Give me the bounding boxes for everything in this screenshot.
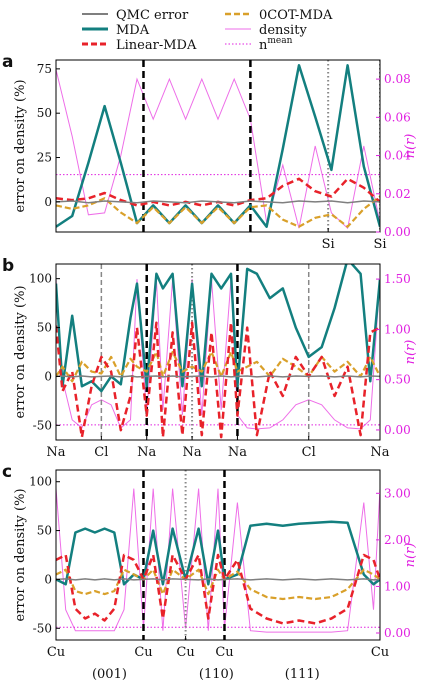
ytick-right-label-a-1: 0.02 (384, 187, 411, 201)
xtick-label-b-5: Cl (302, 445, 316, 460)
legend-label-density: density (259, 23, 307, 38)
ytick-label-a-4: 75 (37, 62, 52, 76)
series-linear-c (56, 553, 380, 625)
ytick-label-b-0: -50 (33, 418, 52, 432)
legend-entry-cot: 0COT-MDA (225, 8, 333, 23)
series-mda-b (56, 264, 380, 393)
xtick-label-c-2: Cu (176, 645, 194, 660)
panel-letter-c: c (2, 462, 12, 482)
legend-entry-nmean: nmean (225, 36, 293, 53)
panel-letter-a: a (2, 52, 13, 72)
ylabel-right-a: n(r) (403, 134, 418, 159)
ytick-right-label-c-0: 0.00 (384, 626, 411, 640)
series-cot-b (56, 350, 380, 383)
axes-frame-a (55, 59, 381, 233)
legend: QMC error MDA Linear-MDA 0COT-MDA densit… (82, 8, 333, 53)
ytick-right-label-c-2: 2.00 (384, 533, 411, 547)
plot-area-c (56, 470, 380, 640)
series-cot-c (56, 568, 380, 601)
plot-area-a (56, 60, 380, 232)
series-qmc-a (56, 200, 380, 204)
legend-label-cot: 0COT-MDA (259, 8, 333, 23)
series-cot-a (56, 195, 380, 228)
legend-entry-linear: Linear-MDA (82, 38, 197, 53)
legend-label-mda: MDA (116, 23, 150, 38)
density-line-a (56, 69, 380, 230)
ytick-label-b-3: 100 (29, 272, 52, 286)
ytick-right-label-b-0: 0.00 (384, 423, 411, 437)
xtick-label-b-1: Cl (94, 445, 108, 460)
xtick-label-b-0: Na (46, 445, 65, 460)
density-line-c (56, 488, 380, 633)
ylabel-right-b: n(r) (403, 340, 418, 365)
legend-entry-density: density (225, 23, 307, 38)
ytick-label-b-2: 50 (37, 321, 52, 335)
ytick-right-label-b-1: 0.50 (384, 373, 411, 387)
series-linear-b (56, 321, 380, 439)
ylabel-a: error on density (%) (13, 79, 28, 212)
xtick-label-c-4: Cu (371, 645, 389, 660)
xtick-label-a-1: Si (373, 237, 386, 252)
xtick-label-b-4: Na (228, 445, 247, 460)
ytick-right-label-c-1: 1.00 (384, 579, 411, 593)
segment-label-c-0: (001) (92, 667, 127, 682)
panels: 0 25 50 75 0.00 0.02 0.04 0.06 0.08 error on dens… (13, 59, 418, 682)
axes-frame-b (55, 263, 381, 441)
legend-entry-mda: MDA (82, 23, 150, 38)
ytick-right-label-b-3: 1.50 (384, 272, 411, 286)
plot-area-b (56, 264, 380, 440)
ytick-right-label-b-2: 1.00 (384, 322, 411, 336)
ytick-right-label-a-0: 0.00 (384, 225, 411, 239)
ylabel-right-c: n(r) (403, 543, 418, 568)
xtick-label-b-6: Na (370, 445, 389, 460)
axes-frame-c (55, 469, 381, 641)
ytick-label-a-1: 0 (44, 195, 52, 209)
legend-label-linear: Linear-MDA (116, 38, 197, 53)
legend-label-nmean: nmean (259, 36, 293, 53)
xtick-label-c-1: Cu (134, 645, 152, 660)
xtick-label-c-0: Cu (47, 645, 65, 660)
series-mda-a (56, 64, 380, 228)
legend-label-qmc: QMC error (116, 8, 189, 23)
ytick-label-c-1: 0 (44, 572, 52, 586)
xtick-label-c-3: Cu (215, 645, 233, 660)
ytick-label-a-3: 50 (37, 106, 52, 120)
ylabel-c: error on density (%) (13, 488, 28, 621)
xtick-label-b-3: Na (183, 445, 202, 460)
panel-b: -50 0 50 100 0.00 0.50 1.00 1.50 error on densit… (13, 263, 418, 460)
ytick-label-c-0: -50 (33, 621, 52, 635)
legend-entry-qmc: QMC error (82, 8, 189, 23)
ytick-label-a-2: 25 (37, 151, 52, 165)
series-qmc-b (56, 375, 380, 378)
xtick-label-a-0: Si (322, 237, 335, 252)
segment-label-c-2: (111) (285, 667, 320, 682)
ytick-right-label-a-2: 0.04 (384, 149, 411, 163)
segment-label-c-1: (110) (199, 667, 234, 682)
ytick-label-c-2: 50 (37, 524, 52, 538)
ytick-label-c-3: 100 (29, 475, 52, 489)
panel-c: -50 0 50 100 0.00 1.00 2.00 3.00 error on densit… (13, 469, 418, 682)
panel-letter-b: b (2, 256, 14, 276)
ylabel-b: error on density (%) (13, 285, 28, 418)
ytick-right-label-a-4: 0.08 (384, 72, 411, 86)
series-mda-c (56, 520, 380, 586)
ytick-label-b-1: 0 (44, 369, 52, 383)
xtick-label-b-2: Na (137, 445, 156, 460)
series-qmc-c (56, 578, 380, 581)
panel-a: 0 25 50 75 0.00 0.02 0.04 0.06 0.08 error on dens… (13, 59, 418, 252)
density-line-b (56, 279, 380, 430)
ytick-right-label-a-3: 0.06 (384, 110, 411, 124)
ytick-right-label-c-3: 3.00 (384, 486, 411, 500)
